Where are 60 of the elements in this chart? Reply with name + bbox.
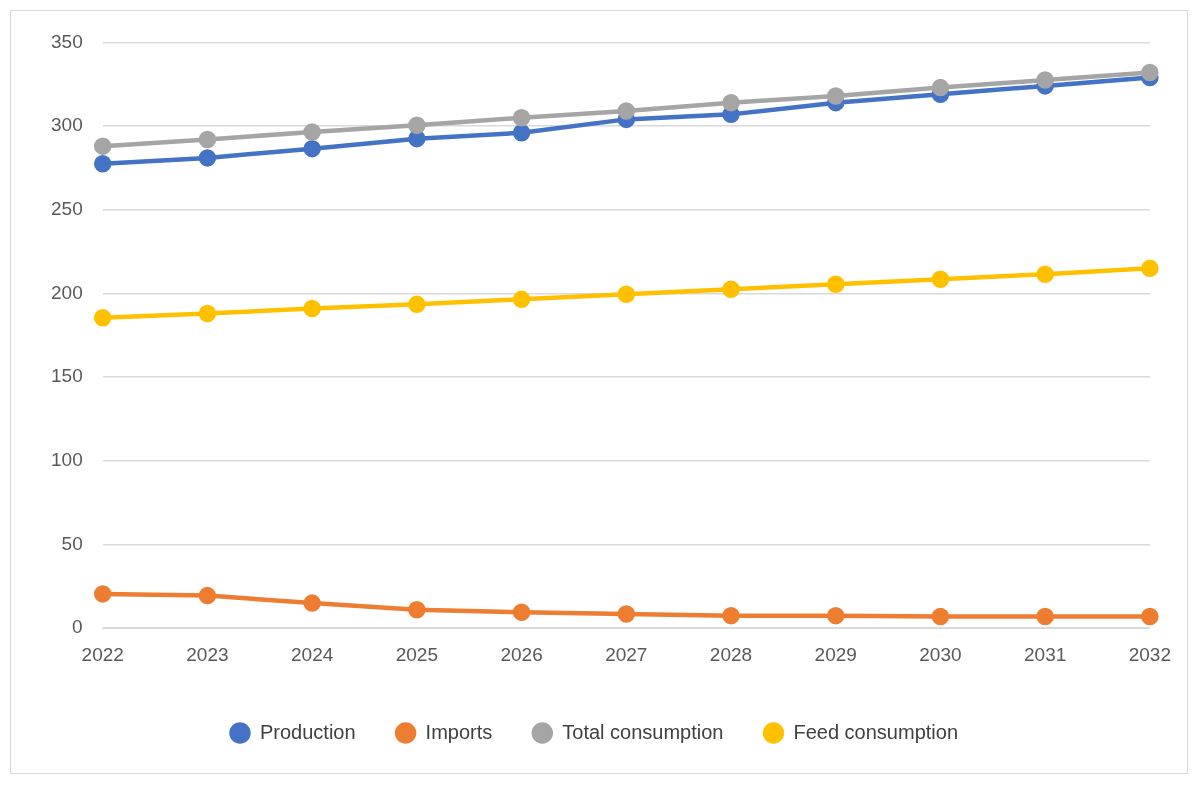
point [1036,265,1054,283]
point [1141,259,1159,278]
point [303,123,321,141]
point [617,605,636,623]
y-tick-label: 250 [51,198,83,220]
y-tick-label: 200 [51,281,83,303]
point [198,586,217,605]
point [931,78,950,97]
point [303,299,321,318]
point [198,304,217,323]
legend-label: Imports [425,720,493,743]
point [931,270,950,288]
y-tick-label: 150 [51,365,83,387]
point [198,130,217,149]
point [408,601,426,619]
point [303,594,321,612]
point [826,606,845,625]
point [1141,607,1159,626]
point [512,603,531,622]
legend-label: Total consumption [562,720,724,743]
point [1036,71,1054,89]
x-tick-label: 2028 [709,643,753,665]
point [722,93,740,112]
point [93,585,112,603]
y-tick-label: 50 [61,532,83,554]
legend-label: Feed consumption [793,720,959,743]
legend-label: Production [259,720,356,743]
x-tick-label: 2032 [1128,643,1172,665]
y-tick-label: 300 [51,114,83,136]
y-tick-label: 100 [51,449,83,471]
point [512,108,531,127]
point [722,606,740,625]
point [826,87,845,105]
point [1141,63,1159,82]
point [198,149,217,167]
point [617,285,636,304]
x-tick-label: 2029 [814,643,857,665]
x-tick-label: 2030 [919,643,962,665]
point [512,290,531,309]
x-tick-label: 2026 [500,643,543,665]
x-tick-label: 2024 [290,643,334,665]
point [93,154,112,173]
point [408,295,426,314]
point [93,137,112,155]
point [408,116,426,134]
x-tick-label: 2031 [1024,643,1067,665]
x-tick-label: 2025 [395,643,438,665]
point [826,275,845,293]
point [931,607,950,626]
x-tick-label: 2022 [81,643,124,665]
point [1036,607,1054,626]
point [722,280,740,299]
point [303,139,321,158]
x-tick-label: 2023 [186,643,229,665]
y-tick-label: 350 [51,30,83,52]
x-tick-label: 2027 [605,643,648,665]
point [93,308,112,327]
y-tick-label: 0 [72,616,83,638]
point [617,102,636,120]
point [512,124,531,142]
